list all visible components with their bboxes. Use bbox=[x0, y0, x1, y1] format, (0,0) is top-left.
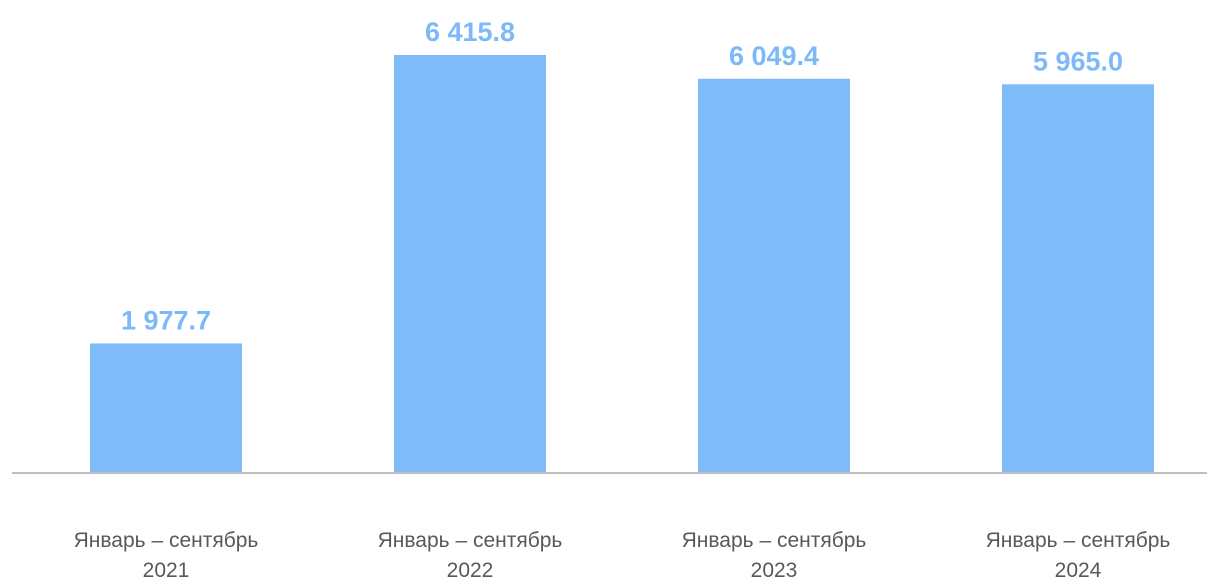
x-tick-label: Январь – сентябрь 2022 bbox=[378, 529, 563, 581]
value-label: 6 415.8 bbox=[425, 17, 515, 47]
bar bbox=[90, 343, 242, 472]
bar bbox=[394, 54, 546, 473]
bar bbox=[698, 78, 850, 472]
bar bbox=[1002, 84, 1154, 473]
x-tick-label: Январь – сентябрь 2023 bbox=[682, 529, 867, 581]
x-tick-label: Январь – сентябрь 2024 bbox=[986, 529, 1171, 581]
value-label: 5 965.0 bbox=[1033, 46, 1123, 76]
x-tick-label: Январь – сентябрь 2021 bbox=[74, 529, 259, 581]
value-label: 1 977.7 bbox=[121, 305, 211, 335]
value-label: 6 049.4 bbox=[729, 41, 819, 71]
